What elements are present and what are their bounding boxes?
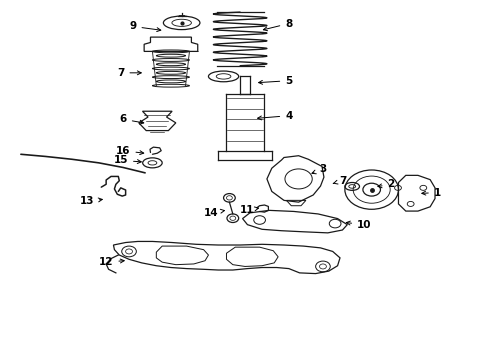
Text: 2: 2 [378,179,395,189]
Text: 5: 5 [259,76,293,86]
Text: 4: 4 [258,111,293,121]
Text: 9: 9 [129,21,161,32]
Text: 13: 13 [79,197,102,206]
Text: 7: 7 [333,176,346,186]
Text: 1: 1 [422,188,441,198]
Text: 3: 3 [312,164,326,174]
Text: 10: 10 [346,220,371,230]
Text: 12: 12 [99,257,124,267]
Text: 14: 14 [203,208,224,218]
Text: 6: 6 [120,114,144,124]
Text: 15: 15 [114,156,141,165]
Text: 7: 7 [117,68,141,78]
Text: 11: 11 [240,205,259,215]
Text: 16: 16 [116,146,144,156]
Text: 8: 8 [263,18,293,31]
